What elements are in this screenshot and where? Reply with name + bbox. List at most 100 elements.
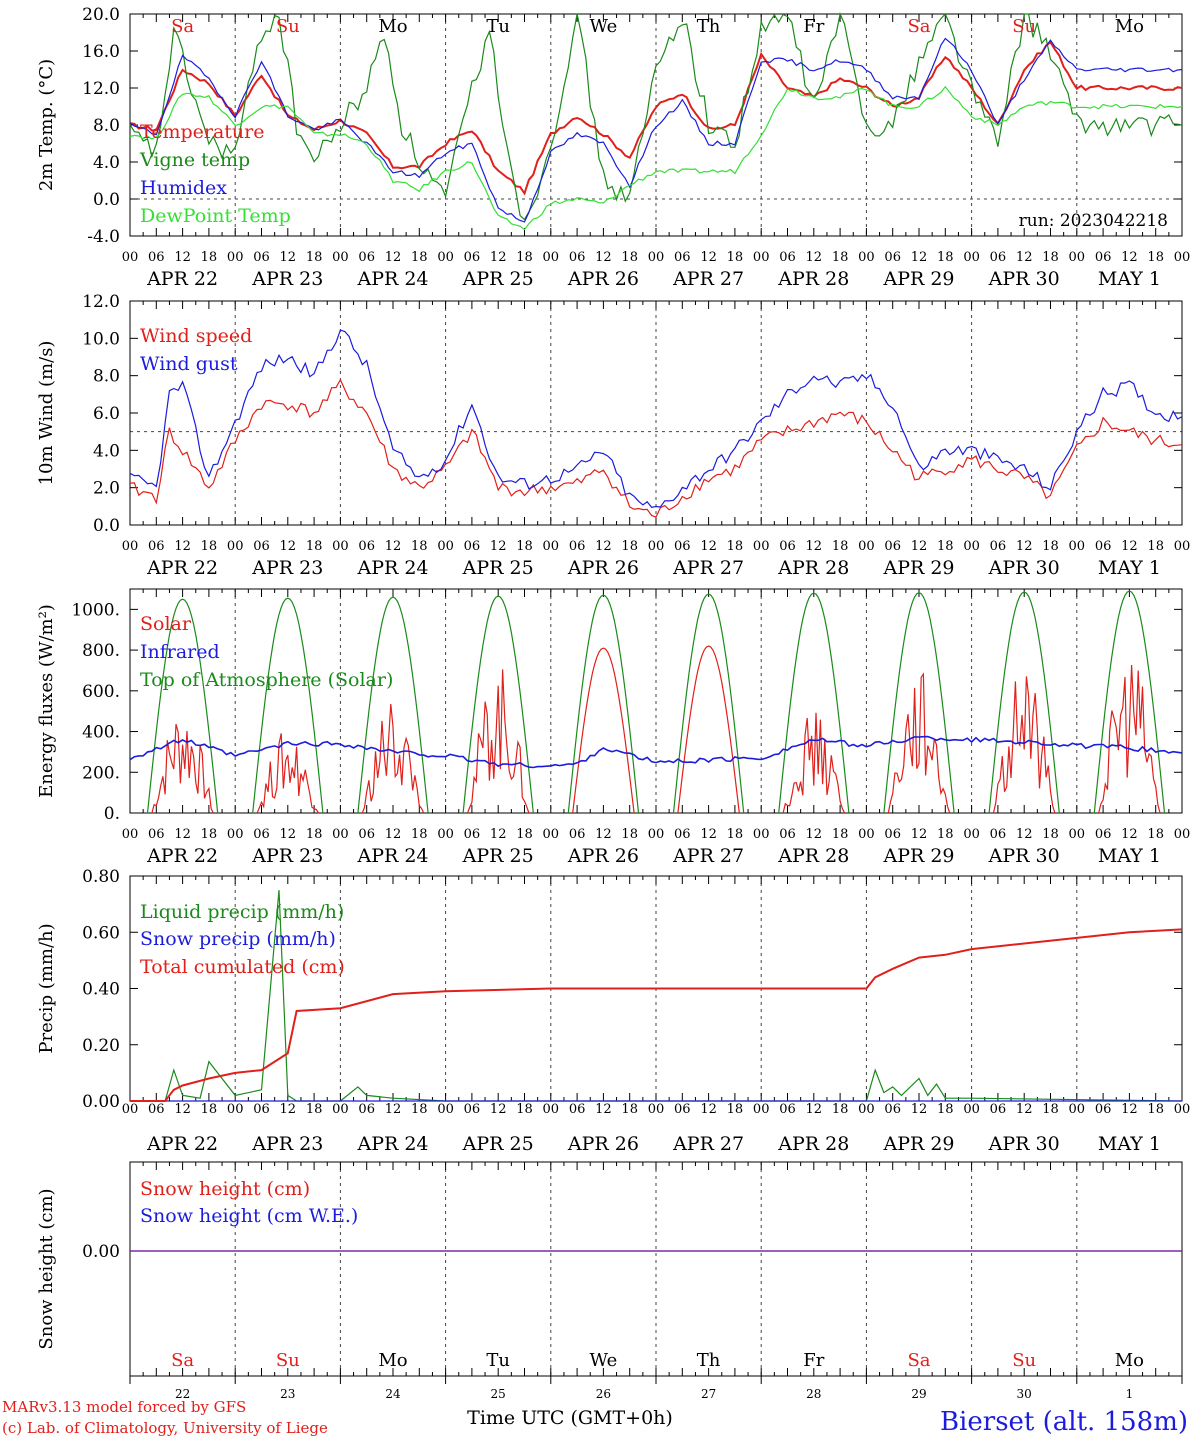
day-tick-label: APR 27 (672, 268, 744, 290)
day-number-label: 27 (701, 1387, 716, 1401)
hour-tick-label: 12 (911, 827, 928, 842)
hour-tick-label: 00 (858, 1102, 875, 1117)
y-tick-label: 0.0 (93, 516, 120, 536)
y-tick-label: 800. (82, 641, 120, 661)
y-tick-label: 0.20 (82, 1036, 120, 1056)
hour-tick-label: 12 (700, 827, 717, 842)
day-number-label: 26 (596, 1387, 611, 1401)
precip-panel: 00 06 12 18 APR 22 00 06 12 18 APR 23 00 06 12 18 APR … (36, 867, 1190, 1155)
hour-tick-label: 06 (674, 539, 691, 554)
hour-tick-label: 18 (832, 827, 849, 842)
hour-tick-label: 18 (727, 250, 744, 265)
day-tick-label: APR 22 (146, 268, 218, 290)
solar-curve (466, 669, 530, 814)
hour-tick-label: 06 (1095, 539, 1112, 554)
toa-solar-curve (462, 595, 534, 814)
hour-tick-label: 18 (306, 539, 323, 554)
temperature-panel: 00 06 12 18 APR 22 00 06 12 18 APR 23 00 06 12 18 APR … (36, 5, 1190, 290)
hour-tick-label: 00 (1174, 1102, 1191, 1117)
hour-tick-label: 00 (858, 827, 875, 842)
series-line (130, 928, 1183, 1102)
y-tick-label: 0. (104, 804, 120, 824)
hour-tick-label: 00 (122, 827, 139, 842)
hour-tick-label: 18 (306, 1102, 323, 1117)
hour-tick-label: 18 (1147, 250, 1164, 265)
hour-tick-label: 06 (148, 827, 165, 842)
hour-tick-label: 06 (990, 1102, 1007, 1117)
hour-tick-label: 00 (122, 1102, 139, 1117)
hour-tick-label: 00 (332, 827, 349, 842)
hour-tick-label: 00 (437, 250, 454, 265)
hour-tick-label: 12 (806, 539, 823, 554)
hour-tick-label: 06 (358, 539, 375, 554)
hour-tick-label: 18 (411, 1102, 428, 1117)
y-tick-label: 0.80 (82, 867, 120, 887)
day-tick-label: APR 22 (146, 557, 218, 579)
footer: MARv3.13 model forced by GFS (c) Lab. of… (2, 1398, 1188, 1437)
solar-curve (256, 733, 320, 814)
legend-entry: Vigne temp (139, 149, 250, 171)
y-tick-label: 1000. (71, 600, 120, 620)
hour-tick-label: 00 (543, 827, 560, 842)
hour-tick-label: 00 (963, 827, 980, 842)
weekday-label: Su (1012, 1350, 1036, 1371)
weekday-label: Mo (1115, 1350, 1144, 1371)
hour-tick-label: 12 (595, 1102, 612, 1117)
hour-tick-label: 06 (358, 250, 375, 265)
day-tick-label: APR 23 (251, 1133, 323, 1155)
weekday-label: Mo (1115, 16, 1144, 37)
hour-tick-label: 00 (227, 250, 244, 265)
hour-tick-label: 12 (174, 1102, 191, 1117)
weekday-label: Th (697, 16, 721, 37)
hour-tick-label: 00 (753, 250, 770, 265)
legend-entry: Temperature (140, 121, 264, 143)
y-tick-label: 600. (82, 682, 120, 702)
day-tick-label: APR 27 (672, 1133, 744, 1155)
hour-tick-label: 00 (648, 1102, 665, 1117)
hour-tick-label: 00 (858, 539, 875, 554)
hour-tick-label: 06 (464, 250, 481, 265)
hour-tick-label: 06 (464, 827, 481, 842)
hour-tick-label: 06 (1095, 827, 1112, 842)
hour-tick-label: 12 (911, 539, 928, 554)
hour-tick-label: 00 (227, 1102, 244, 1117)
legend-entry: Infrared (140, 641, 220, 663)
hour-tick-label: 00 (963, 250, 980, 265)
toa-solar-curve (146, 598, 219, 814)
hour-tick-label: 18 (411, 827, 428, 842)
day-tick-label: APR 27 (672, 557, 744, 579)
hour-tick-label: 18 (1147, 827, 1164, 842)
hour-tick-label: 12 (700, 1102, 717, 1117)
snow-panel: 0.00 Snow height (cm) Snow height (cm) Snow… (36, 1161, 1183, 1401)
hour-tick-label: 12 (806, 827, 823, 842)
credit-line-2: (c) Lab. of Climatology, University of L… (2, 1419, 328, 1437)
hour-tick-label: 18 (937, 827, 954, 842)
hour-tick-label: 06 (990, 250, 1007, 265)
day-number-label: 1 (1126, 1387, 1134, 1401)
hour-tick-label: 18 (937, 539, 954, 554)
hour-tick-label: 18 (937, 250, 954, 265)
hour-tick-label: 00 (648, 827, 665, 842)
hour-tick-label: 12 (700, 250, 717, 265)
run-label: run: 2023042218 (1019, 211, 1168, 231)
energy-panel: 00 06 12 18 APR 22 00 06 12 18 APR 23 00 06 12 18 APR … (36, 588, 1190, 867)
weekday-label: Th (697, 1350, 721, 1371)
series-line (129, 12, 1183, 221)
hour-tick-label: 00 (1069, 1102, 1086, 1117)
series-line (129, 85, 1183, 231)
wind-panel: 00 06 12 18 APR 22 00 06 12 18 APR 23 00 06 12 18 APR … (36, 292, 1190, 579)
toa-solar-curve (1093, 590, 1166, 814)
hour-tick-label: 00 (1069, 827, 1086, 842)
hour-tick-label: 06 (358, 827, 375, 842)
day-tick-label: MAY 1 (1098, 1133, 1161, 1155)
hour-tick-label: 12 (490, 250, 507, 265)
hour-tick-label: 06 (884, 539, 901, 554)
toa-solar-curve (988, 591, 1060, 814)
hour-tick-label: 18 (201, 250, 218, 265)
hour-tick-label: 18 (832, 1102, 849, 1117)
y-tick-label: 0.00 (82, 1092, 120, 1112)
hour-tick-label: 06 (253, 1102, 270, 1117)
day-tick-label: APR 25 (462, 557, 534, 579)
legend-entry: DewPoint Temp (140, 205, 291, 227)
hour-tick-label: 00 (437, 827, 454, 842)
